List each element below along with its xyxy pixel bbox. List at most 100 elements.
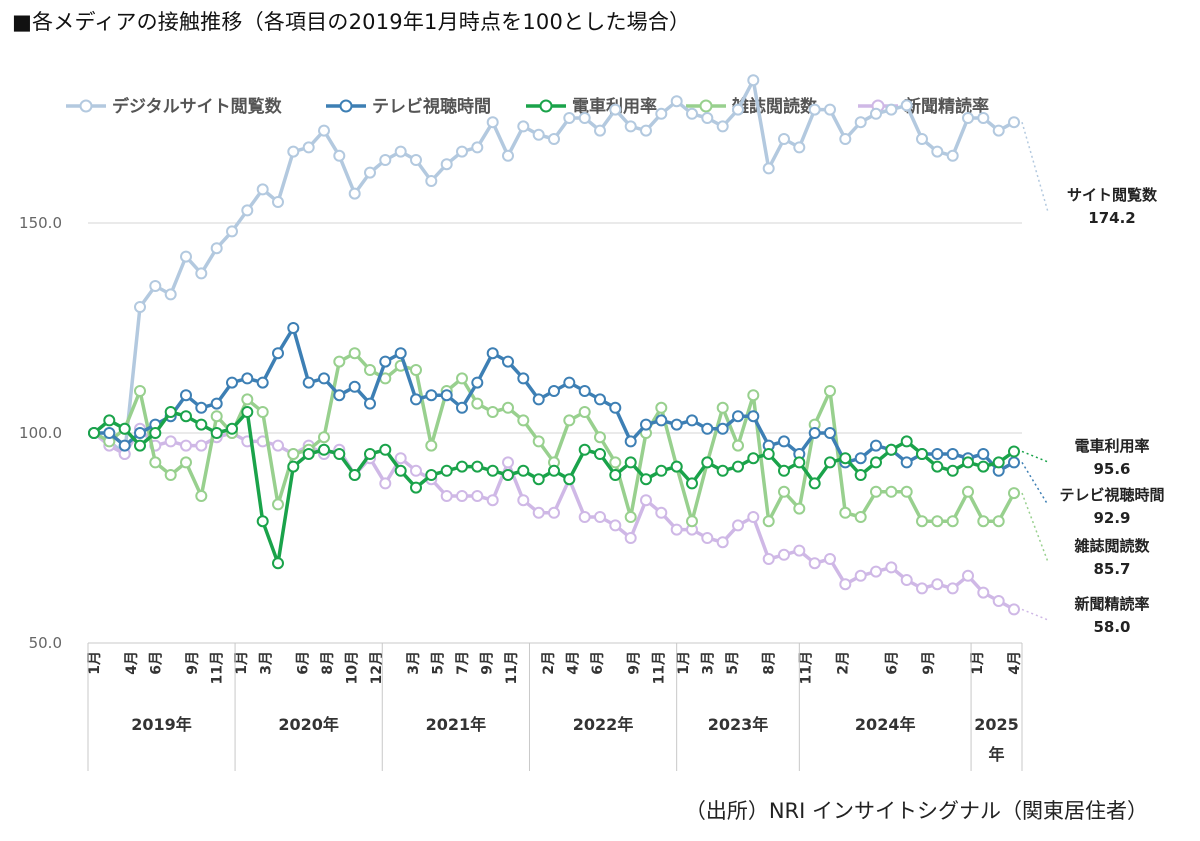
data-point <box>900 435 913 448</box>
x-tick-group: 2月 <box>541 651 557 675</box>
x-tick-label: 3月 <box>259 651 275 675</box>
x-tick-label: 9月 <box>185 651 201 675</box>
data-point <box>456 460 468 473</box>
data-point <box>272 347 284 360</box>
data-point <box>348 347 361 360</box>
data-point <box>379 355 392 368</box>
data-point <box>532 473 545 486</box>
data-point <box>686 515 698 528</box>
data-point <box>241 372 254 385</box>
data-point <box>824 456 836 469</box>
data-point <box>732 410 744 423</box>
data-point <box>701 112 714 124</box>
x-tick-label: 1月 <box>676 651 692 675</box>
data-point <box>594 448 606 460</box>
x-tick-group: 3月 <box>406 651 422 675</box>
data-point <box>548 133 560 145</box>
chart-title: ■各メディアの接触推移（各項目の2019年1月時点を100とした場合） <box>12 10 691 34</box>
data-point <box>149 456 162 469</box>
x-tick-group: 11月 <box>504 651 520 684</box>
data-point <box>425 469 438 481</box>
data-point <box>180 389 192 402</box>
series-4 <box>88 422 1020 616</box>
x-tick-group: 11月 <box>798 651 814 684</box>
data-point <box>1008 116 1020 129</box>
grid-lines: 50.0 100.0 150.0 <box>19 214 1022 652</box>
end-label-group: 新聞精読率 58.0 <box>1021 595 1150 636</box>
data-point <box>762 515 775 528</box>
x-tick-group: 11月 <box>210 651 226 684</box>
x-tick-group: 4月 <box>124 651 140 675</box>
data-point <box>149 427 162 439</box>
data-point <box>594 393 606 406</box>
data-point <box>732 519 744 532</box>
x-tick-group: 1月 <box>970 651 986 675</box>
year-label: 2023年 <box>708 715 769 734</box>
x-tick-label: 11月 <box>504 651 520 684</box>
data-point <box>471 397 484 410</box>
data-point <box>609 519 622 532</box>
data-point <box>272 196 284 208</box>
data-point <box>977 515 990 528</box>
data-point <box>348 469 361 481</box>
x-tick-group: 6月 <box>148 651 164 675</box>
data-point <box>640 473 652 486</box>
data-point <box>471 376 484 389</box>
data-point <box>747 410 760 423</box>
x-tick-label: 10月 <box>345 651 361 684</box>
data-point <box>977 586 990 599</box>
data-point <box>195 418 208 431</box>
data-point <box>701 532 714 544</box>
x-tick-group: 9月 <box>480 651 496 675</box>
data-point <box>778 485 790 498</box>
data-point <box>640 124 652 137</box>
data-point <box>364 364 376 376</box>
data-point <box>870 107 882 120</box>
data-point <box>118 439 131 452</box>
data-point <box>410 481 422 494</box>
data-point <box>716 422 729 435</box>
x-tick-group: 8月 <box>320 651 336 675</box>
data-point <box>824 103 836 116</box>
data-point <box>256 406 269 418</box>
data-point <box>134 439 146 452</box>
data-point <box>241 204 254 217</box>
data-point <box>609 456 622 469</box>
data-point <box>624 456 637 469</box>
data-point <box>624 120 637 133</box>
data-point <box>594 124 606 137</box>
data-point <box>502 355 514 368</box>
data-point <box>670 523 683 536</box>
data-point <box>578 406 591 418</box>
series-2 <box>88 406 1020 570</box>
data-point <box>747 452 760 465</box>
data-point <box>548 506 560 519</box>
x-tick-group: 6月 <box>296 651 312 675</box>
end-label-group: 雑誌閲読数 85.7 <box>1021 492 1150 578</box>
x-tick-group: 1月 <box>234 651 250 675</box>
data-point <box>793 544 806 557</box>
source-note: （出所）NRI インサイトシグナル（関東居住者） <box>684 799 1148 823</box>
y-tick-label: 100.0 <box>19 424 62 442</box>
end-series-value: 92.9 <box>1093 509 1130 527</box>
data-point <box>394 452 407 465</box>
data-point <box>578 112 591 124</box>
x-tick-group: 5月 <box>430 651 446 675</box>
year-label: 2021年 <box>426 715 487 734</box>
end-labels: サイト閲覧数 174.2 テレビ視聴時間 92.9 電車利用率 95.6 雑誌閲読数 85.7… <box>1021 121 1165 636</box>
year-label: 2022年 <box>573 715 634 734</box>
data-point <box>655 401 668 414</box>
end-series-value: 58.0 <box>1093 618 1130 636</box>
x-tick-group: 9月 <box>627 651 643 675</box>
end-series-value: 95.6 <box>1093 460 1130 478</box>
data-point <box>824 553 836 565</box>
data-point <box>210 410 223 423</box>
data-point <box>502 401 514 414</box>
series-line <box>92 427 1015 611</box>
data-point <box>210 397 223 410</box>
data-point <box>655 464 668 477</box>
x-tick-label: 9月 <box>921 651 937 675</box>
data-point <box>425 439 438 452</box>
legend-label: デジタルサイト閲覧数 <box>112 96 283 117</box>
